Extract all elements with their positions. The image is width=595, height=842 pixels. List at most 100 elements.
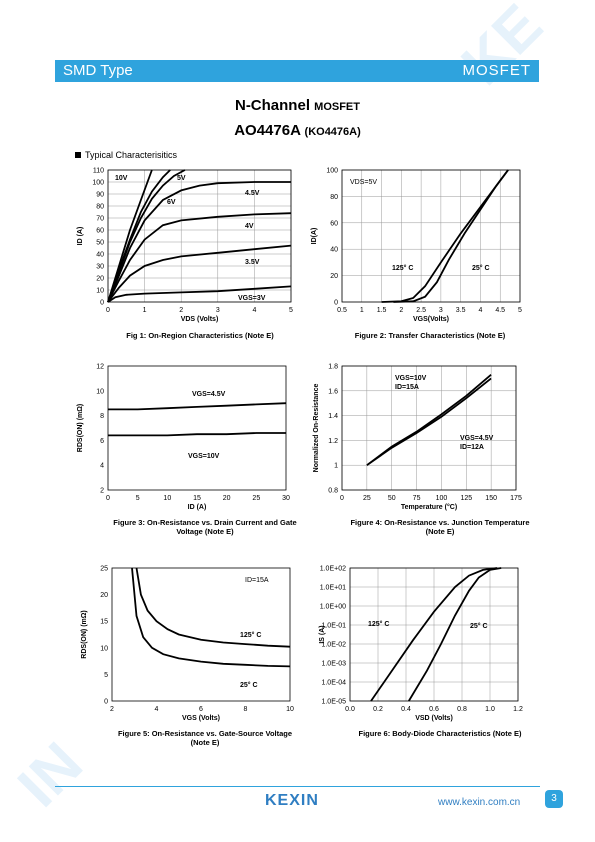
x-tick-label: 3.5 — [456, 307, 466, 314]
y-tick-label: 1.8 — [328, 364, 338, 371]
x-tick-label: 0.6 — [429, 706, 439, 713]
title-mosfet: MOSFET — [314, 101, 360, 113]
y-tick-label: 1.0E-05 — [321, 699, 346, 706]
y-tick-label: 90 — [96, 192, 104, 199]
x-tick-label: 4 — [478, 307, 482, 314]
plot-frame — [107, 365, 287, 491]
x-tick-label: 0.4 — [401, 706, 411, 713]
x-tick-label: 0.5 — [337, 307, 347, 314]
watermark-bottom: IN — [5, 729, 95, 820]
x-tick-label: 1.5 — [377, 307, 387, 314]
chart-fig6: 1.0E-05 1.0E-04 1.0E-03 1.0E-02 1.0E-01 1.0E+… — [319, 566, 523, 723]
y-tick-label: 1.0E+00 — [320, 604, 346, 611]
part-number: AO4476A — [234, 122, 301, 139]
footer-url[interactable]: www.kexin.com.cn — [438, 797, 521, 808]
plot-frame — [349, 567, 519, 702]
header-left: SMD Type — [63, 62, 133, 79]
alt-part-number: (KO4476A) — [304, 126, 361, 138]
x-axis-label: VGS (Volts) — [182, 715, 220, 722]
y-tick-label: 0.8 — [328, 488, 338, 495]
y-tick-label: 5 — [104, 672, 108, 679]
chart-fig3: 2 4 6 8 10 12 0 5 10 15 20 25 30 ID (A) RDS(ON) (mΩ) VG… — [77, 364, 290, 512]
title-line2: AO4476A (KO4476A) — [0, 122, 595, 139]
series-line — [107, 181, 291, 303]
x-tick-label: 4 — [252, 307, 256, 314]
x-tick-label: 8 — [244, 706, 248, 713]
x-tick-label: 3 — [439, 307, 443, 314]
x-tick-label: 30 — [282, 495, 290, 502]
y-tick-label: 1.0E-01 — [321, 623, 346, 630]
y-tick-label: 20 — [96, 276, 104, 283]
caption-fig2: Figure 2: Transfer Characteristics (Note… — [354, 331, 506, 340]
page-number: 3 — [545, 790, 563, 808]
series-label-4v: 4V — [245, 223, 254, 230]
caption-fig5-b: (Note E) — [190, 738, 220, 747]
y-axis-label: RDS(ON) (mΩ) — [81, 610, 88, 658]
plot-frame — [341, 169, 521, 303]
x-tick-label: 4 — [155, 706, 159, 713]
x-tick-label: 4.5 — [495, 307, 505, 314]
series-label-vgs10: VGS=10V — [395, 375, 427, 382]
title-channel: N-Channel — [234, 97, 310, 114]
x-tick-label: 0 — [106, 307, 110, 314]
series-line — [408, 567, 502, 702]
x-axis-label: VDS (Volts) — [181, 316, 219, 323]
annotation-label: VDS=5V — [350, 179, 377, 186]
series-label-10v: 10V — [115, 175, 128, 182]
series-label-vgs10: VGS=10V — [188, 453, 220, 460]
x-tick-label: 75 — [413, 495, 421, 502]
series-label-25c: 25° C — [240, 681, 258, 689]
y-axis-label: ID (A) — [77, 227, 84, 246]
annotation-label: ID=15A — [245, 577, 269, 584]
x-tick-label: 2 — [179, 307, 183, 314]
series-line — [108, 402, 287, 411]
series-label-3v: VGS=3V — [238, 295, 266, 302]
chart-fig1: 0 10 20 30 40 50 60 70 80 90 100 110 0 1 2 3 4 5 VDS (Volt… — [77, 168, 293, 324]
x-tick-label: 0 — [340, 495, 344, 502]
x-tick-label: 0.2 — [373, 706, 383, 713]
series-line — [107, 285, 292, 303]
caption-fig1: Fig 1: On-Region Characteristics (Note E… — [126, 331, 274, 340]
caption-fig3-a: Figure 3: On-Resistance vs. Drain Curren… — [113, 518, 297, 527]
x-tick-label: 1.0 — [485, 706, 495, 713]
x-tick-label: 1.2 — [513, 706, 523, 713]
y-tick-label: 40 — [330, 247, 338, 254]
y-axis-label: IS (A) — [319, 625, 326, 643]
y-tick-label: 1.0E-04 — [321, 680, 346, 687]
plot-frame — [107, 169, 292, 303]
series-line — [107, 244, 292, 303]
y-tick-label: 1.6 — [328, 388, 338, 395]
y-tick-label: 1.0E-02 — [321, 642, 346, 649]
x-tick-label: 0.8 — [457, 706, 467, 713]
series-line — [370, 567, 498, 702]
x-tick-label: 15 — [193, 495, 201, 502]
y-tick-label: 1.2 — [328, 438, 338, 445]
x-tick-label: 5 — [289, 307, 293, 314]
x-tick-label: 25 — [363, 495, 371, 502]
y-tick-label: 60 — [96, 228, 104, 235]
x-tick-label: 50 — [388, 495, 396, 502]
series-label-25c: 25° C — [470, 622, 488, 630]
series-label-25c: 25° C — [472, 264, 490, 272]
caption-fig5-a: Figure 5: On-Resistance vs. Gate-Source … — [117, 729, 293, 738]
x-axis-label: VGS(Volts) — [413, 316, 449, 323]
x-tick-label: 2 — [399, 307, 403, 314]
caption-fig6: Figure 6: Body-Diode Characteristics (No… — [358, 729, 522, 738]
y-tick-label: 4 — [100, 463, 104, 470]
y-tick-label: 10 — [96, 388, 104, 395]
series-line — [107, 169, 186, 303]
plot-frame — [111, 567, 291, 702]
x-tick-label: 175 — [510, 495, 522, 502]
x-tick-label: 2 — [110, 706, 114, 713]
series-label-id15: ID=15A — [395, 384, 419, 391]
y-tick-label: 20 — [100, 592, 108, 599]
y-tick-label: 10 — [96, 288, 104, 295]
x-tick-label: 5 — [518, 307, 522, 314]
y-tick-label: 1.0E+02 — [320, 566, 346, 573]
x-tick-label: 150 — [485, 495, 497, 502]
y-tick-label: 40 — [96, 252, 104, 259]
series-line — [107, 212, 292, 303]
watermark-top: KE — [448, 0, 555, 98]
series-label-id12: ID=12A — [460, 444, 484, 451]
y-tick-label: 100 — [326, 168, 338, 175]
